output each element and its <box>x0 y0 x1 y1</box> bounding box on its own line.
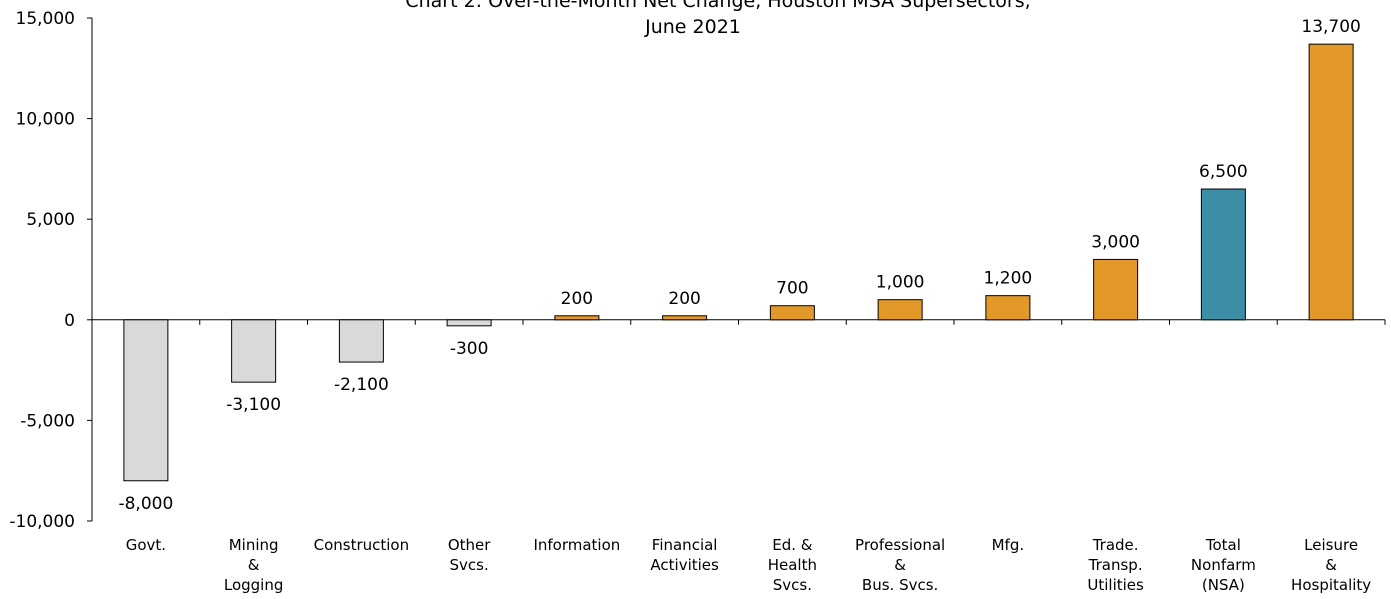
x-tick-label: Professional <box>855 536 945 554</box>
bar <box>1093 258 1139 321</box>
data-label: -8,000 <box>118 494 173 514</box>
x-tick-label: Other <box>448 536 491 554</box>
x-tick-label: Leisure <box>1304 536 1358 554</box>
data-label: -3,100 <box>226 395 281 415</box>
bar <box>338 319 384 363</box>
bar <box>1200 188 1246 321</box>
bar <box>769 305 815 321</box>
x-tick-label: Mining <box>229 536 279 554</box>
data-label: -2,100 <box>334 375 389 395</box>
bar <box>662 315 708 321</box>
x-tick-label: Health <box>768 556 817 574</box>
bar <box>446 319 492 327</box>
data-label: 13,700 <box>1301 17 1360 37</box>
x-tick-label: Financial <box>652 536 718 554</box>
x-tick-label: Construction <box>314 536 410 554</box>
data-label: 3,000 <box>1091 232 1140 252</box>
data-label: -300 <box>450 339 489 359</box>
x-tick-label: Govt. <box>126 536 166 554</box>
x-tick-label: Ed. & <box>772 536 813 554</box>
data-label: 1,200 <box>984 269 1033 289</box>
x-tick-label: & <box>248 556 260 574</box>
x-tick-label: Mfg. <box>992 536 1025 554</box>
y-tick-label: 10,000 <box>16 110 75 130</box>
bar <box>123 319 169 482</box>
chart-title: Chart 2: Over-the-Month Net Change, Hous… <box>405 0 1030 12</box>
x-tick-label: & <box>894 556 906 574</box>
bar <box>554 315 600 321</box>
x-tick-label: (NSA) <box>1202 576 1245 594</box>
y-tick-label: 15,000 <box>16 9 75 29</box>
x-tick-label: Hospitality <box>1291 576 1371 594</box>
x-tick-label: Activities <box>650 556 719 574</box>
x-tick-label: Trade. <box>1092 536 1139 554</box>
data-label: 200 <box>561 289 593 309</box>
y-tick-label: -10,000 <box>9 512 75 532</box>
chart-subtitle: June 2021 <box>644 16 741 38</box>
data-label: 1,000 <box>876 273 925 293</box>
bar <box>985 295 1031 321</box>
plot-area: -10,000 -5,000 0 5,000 10,000 15,000 -8,000 Gov… <box>9 9 1386 594</box>
x-tick-label: Svcs. <box>450 556 489 574</box>
y-tick-label: 5,000 <box>26 210 75 230</box>
data-label: 200 <box>668 289 700 309</box>
x-tick-label: Nonfarm <box>1191 556 1256 574</box>
data-label: 700 <box>776 279 808 299</box>
bar <box>877 299 923 321</box>
x-tick-label: Utilities <box>1087 576 1144 594</box>
x-tick-label: Logging <box>224 576 284 594</box>
data-label: 6,500 <box>1199 162 1248 182</box>
x-tick-label: Bus. Svcs. <box>862 576 938 594</box>
y-tick-label: 0 <box>64 311 75 331</box>
x-tick-label: Transp. <box>1088 556 1143 574</box>
bar <box>1308 43 1354 321</box>
bar <box>231 319 277 383</box>
y-tick-label: -5,000 <box>20 411 75 431</box>
x-tick-label: Svcs. <box>773 576 812 594</box>
x-tick-label: Total <box>1205 536 1241 554</box>
x-tick-label: & <box>1325 556 1337 574</box>
x-tick-label: Information <box>533 536 620 554</box>
